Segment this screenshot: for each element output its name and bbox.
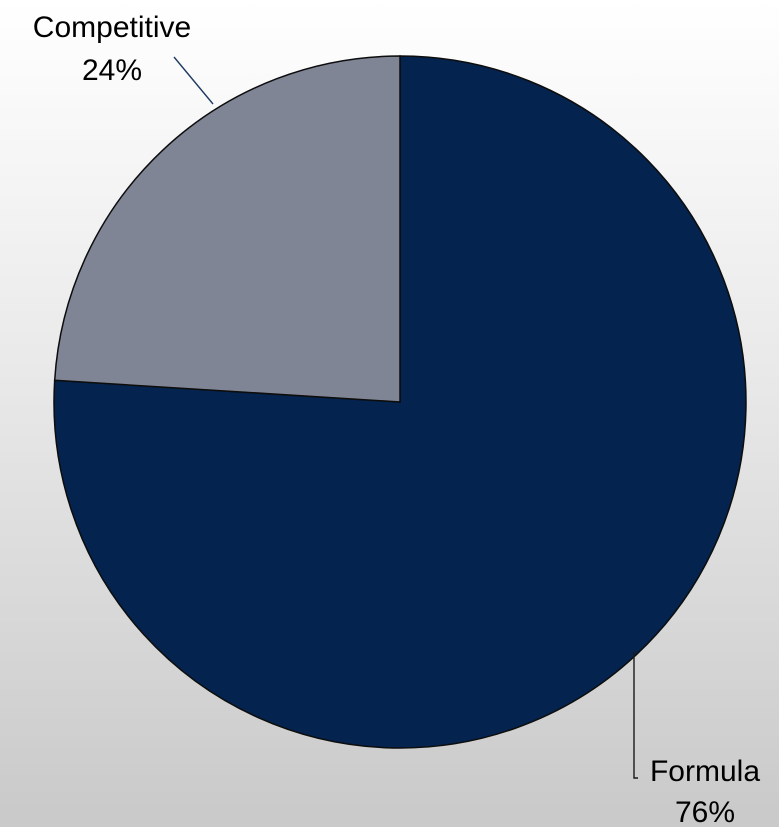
leader-line-formula <box>633 652 638 779</box>
leader-line-competitive <box>173 56 214 105</box>
label-formula-value: 76% <box>675 796 735 827</box>
pie-slice-competitive <box>53 55 401 403</box>
label-formula-name: Formula <box>650 755 760 788</box>
label-competitive-name: Competitive <box>33 11 191 44</box>
label-competitive-value: 24% <box>82 54 142 87</box>
